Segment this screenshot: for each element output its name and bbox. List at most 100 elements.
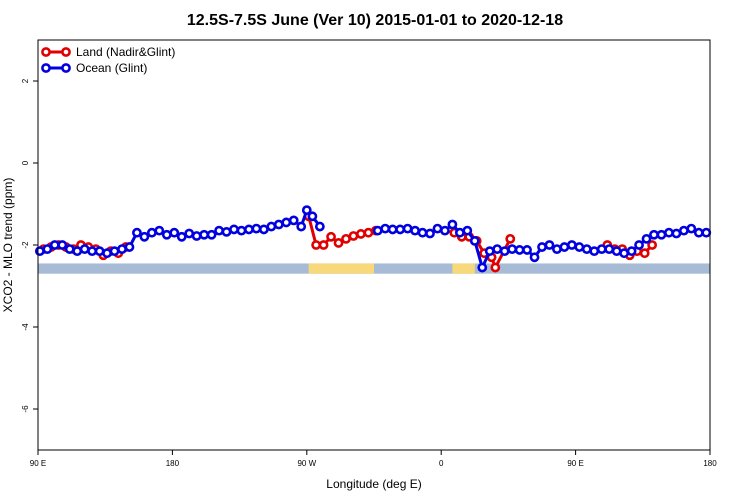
data-point: [311, 240, 322, 250]
data-point: [301, 205, 312, 216]
data-point: [288, 215, 299, 226]
data-point: [42, 244, 53, 254]
data-point: [124, 242, 135, 252]
land-band-segment: [452, 263, 475, 274]
data-point: [626, 246, 637, 257]
data-point: [410, 225, 420, 236]
data-point: [499, 246, 510, 257]
data-point: [537, 242, 547, 252]
data-point: [402, 223, 413, 234]
data-point: [154, 225, 165, 236]
data-point: [87, 246, 98, 257]
data-point: [94, 246, 105, 257]
data-point: [139, 231, 150, 242]
data-point: [432, 223, 443, 234]
data-point: [281, 217, 292, 228]
land-ocean-band: [38, 263, 710, 274]
data-point: [64, 244, 75, 254]
data-point: [447, 219, 458, 230]
data-point: [221, 226, 232, 237]
land-band-segment: [308, 263, 374, 274]
data-point: [417, 227, 428, 238]
y-tick-label: -2: [21, 241, 30, 249]
data-point: [701, 227, 712, 238]
x-tick-label: 90 E: [567, 459, 583, 468]
data-point: [161, 229, 172, 240]
legend-label: Land (Nadir&Glint): [76, 45, 175, 59]
data-point: [214, 225, 224, 236]
data-point: [244, 224, 254, 235]
data-point: [589, 246, 600, 257]
x-tick-label: 180: [166, 459, 180, 468]
legend-item: Land (Nadir&Glint): [41, 45, 175, 59]
data-point: [477, 262, 488, 273]
data-point: [639, 248, 650, 259]
data-point: [514, 245, 525, 255]
data-point: [641, 233, 652, 244]
data-point: [671, 228, 682, 239]
data-point: [314, 221, 325, 232]
data-point: [296, 221, 307, 232]
data-point: [258, 224, 269, 235]
data-point: [372, 225, 383, 236]
legend-item: Ocean (Glint): [41, 61, 147, 75]
series-layer: [34, 205, 712, 273]
data-point: [341, 233, 351, 244]
data-point: [664, 227, 674, 238]
data-point: [356, 229, 366, 239]
legend-marker: [61, 47, 71, 57]
data-point: [318, 240, 329, 250]
data-point: [199, 229, 210, 240]
data-point: [363, 227, 374, 238]
legend-marker: [61, 63, 71, 73]
data-point: [236, 225, 247, 236]
legend-marker: [41, 47, 51, 57]
data-point: [169, 227, 180, 238]
data-point: [678, 225, 689, 236]
data-point: [102, 248, 112, 259]
y-tick-label: -4: [21, 323, 30, 331]
data-point: [686, 223, 697, 234]
data-point: [49, 240, 60, 250]
x-axis-label: Longitude (deg E): [326, 477, 421, 491]
data-point: [581, 244, 592, 254]
data-point: [649, 229, 659, 240]
data-point: [348, 231, 359, 241]
y-tick-label: 0: [21, 160, 30, 165]
data-point: [596, 244, 607, 254]
data-point: [57, 240, 68, 250]
data-point: [109, 246, 120, 257]
data-point: [492, 244, 503, 254]
data-point: [206, 229, 217, 240]
data-point: [191, 231, 202, 241]
data-point: [507, 244, 518, 254]
data-point: [273, 219, 284, 230]
y-axis-label: XCO2 - MLO trend (ppm): [1, 178, 15, 313]
data-point: [184, 228, 195, 239]
data-point: [552, 244, 562, 254]
x-axis: 90 E 180 90 W 0 90 E 180: [30, 450, 717, 468]
x-tick-label: 180: [703, 459, 717, 468]
data-point: [266, 221, 277, 232]
data-point: [559, 242, 570, 252]
data-point: [326, 231, 336, 242]
data-point: [34, 246, 45, 257]
data-point: [251, 223, 262, 234]
data-point: [72, 246, 83, 257]
legend-label: Ocean (Glint): [76, 61, 147, 75]
data-point: [469, 235, 480, 246]
data-point: [693, 227, 704, 238]
y-tick-label: 2: [21, 78, 30, 83]
legend-marker: [41, 63, 51, 73]
data-point: [146, 227, 157, 238]
data-point: [307, 211, 318, 222]
data-point: [634, 240, 644, 250]
data-point: [604, 244, 615, 254]
data-point: [425, 228, 435, 239]
data-point: [484, 246, 495, 257]
data-point: [176, 231, 187, 242]
data-point: [490, 262, 501, 273]
data-point: [395, 224, 406, 235]
data-point: [454, 227, 465, 238]
